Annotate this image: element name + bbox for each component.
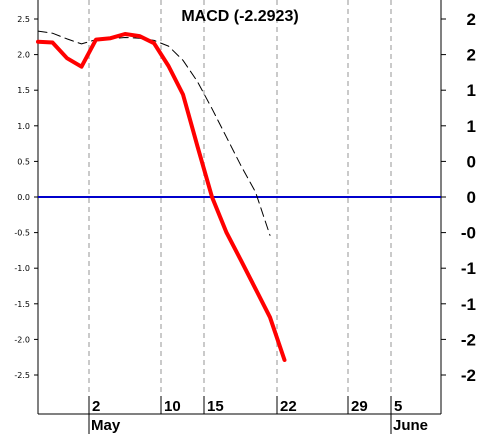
left-tick-label: 0.0 (17, 193, 30, 202)
right-tick-label: 2 (467, 10, 476, 29)
left-tick-label: -2.5 (14, 371, 30, 380)
x-day-label: 2 (92, 398, 100, 415)
x-day-label: 5 (394, 398, 402, 415)
right-tick-label: -2 (461, 366, 476, 385)
left-tick-label: -0.5 (14, 229, 30, 238)
left-tick-label: -1.5 (14, 300, 30, 309)
right-tick-label: 0 (467, 152, 476, 171)
left-tick-label: 0.5 (17, 157, 30, 166)
right-tick-label: -1 (461, 259, 476, 278)
x-day-label: 29 (351, 398, 368, 415)
right-tick-label: 1 (467, 81, 476, 100)
x-day-label: 10 (164, 398, 181, 415)
chart-title: MACD (-2.2923) (181, 8, 298, 25)
x-day-label: 15 (207, 398, 224, 415)
right-tick-label: -0 (461, 224, 476, 243)
right-tick-label: 2 (467, 46, 476, 65)
left-tick-label: 2.0 (17, 51, 30, 60)
left-tick-label: 1.0 (17, 122, 30, 131)
right-tick-label: -1 (461, 295, 476, 314)
left-tick-label: -1.0 (14, 264, 30, 273)
left-tick-label: -2.0 (14, 335, 30, 344)
left-tick-label: 2.5 (17, 15, 30, 24)
right-tick-label: -2 (461, 330, 476, 349)
x-day-label: 22 (280, 398, 297, 415)
right-tick-label: 0 (467, 188, 476, 207)
x-month-label: June (393, 417, 428, 434)
x-month-label: May (91, 417, 121, 434)
right-tick-label: 1 (467, 117, 476, 136)
left-tick-label: 1.5 (17, 86, 30, 95)
